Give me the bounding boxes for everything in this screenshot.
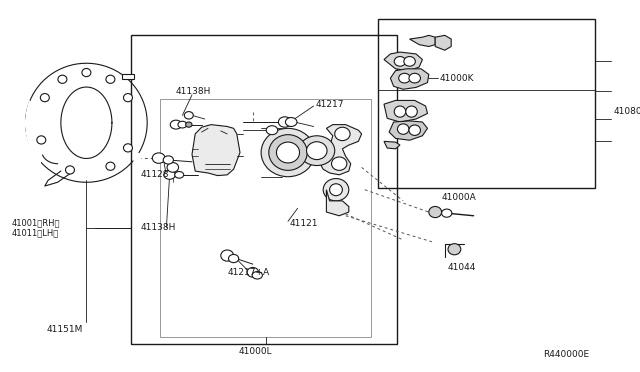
Polygon shape bbox=[435, 35, 451, 50]
Ellipse shape bbox=[163, 156, 173, 164]
Text: 41000K: 41000K bbox=[440, 74, 474, 83]
Ellipse shape bbox=[442, 209, 452, 217]
Ellipse shape bbox=[394, 57, 406, 66]
Ellipse shape bbox=[58, 75, 67, 83]
Ellipse shape bbox=[399, 73, 410, 83]
Ellipse shape bbox=[276, 149, 284, 156]
Ellipse shape bbox=[106, 75, 115, 83]
Ellipse shape bbox=[124, 144, 132, 152]
Ellipse shape bbox=[247, 267, 259, 277]
Text: 41044: 41044 bbox=[448, 263, 476, 272]
Ellipse shape bbox=[175, 171, 184, 178]
Text: 41080K: 41080K bbox=[613, 107, 640, 116]
Ellipse shape bbox=[406, 106, 417, 117]
Ellipse shape bbox=[269, 135, 307, 170]
Ellipse shape bbox=[397, 124, 409, 134]
Polygon shape bbox=[390, 69, 429, 89]
Ellipse shape bbox=[261, 128, 315, 177]
Ellipse shape bbox=[299, 136, 335, 166]
Ellipse shape bbox=[330, 184, 342, 196]
Ellipse shape bbox=[285, 118, 297, 126]
Ellipse shape bbox=[252, 272, 262, 279]
Ellipse shape bbox=[307, 142, 327, 160]
Polygon shape bbox=[320, 125, 362, 175]
Ellipse shape bbox=[82, 68, 91, 77]
Ellipse shape bbox=[152, 153, 165, 163]
Ellipse shape bbox=[164, 170, 175, 179]
Ellipse shape bbox=[40, 93, 49, 102]
Text: 41121: 41121 bbox=[289, 219, 318, 228]
Ellipse shape bbox=[266, 126, 278, 135]
Polygon shape bbox=[326, 190, 349, 216]
Bar bbox=[160, 99, 371, 337]
Ellipse shape bbox=[124, 93, 132, 102]
Ellipse shape bbox=[429, 206, 442, 218]
Ellipse shape bbox=[221, 250, 234, 261]
Ellipse shape bbox=[65, 166, 74, 174]
Bar bbox=[122, 74, 134, 79]
Text: 41138H: 41138H bbox=[176, 87, 211, 96]
Ellipse shape bbox=[409, 73, 420, 83]
Ellipse shape bbox=[106, 162, 115, 170]
Polygon shape bbox=[384, 100, 428, 122]
Polygon shape bbox=[192, 125, 240, 176]
Bar bbox=[131, 35, 397, 344]
Ellipse shape bbox=[228, 254, 239, 263]
Ellipse shape bbox=[37, 136, 46, 144]
Text: 41138H: 41138H bbox=[141, 223, 176, 232]
Ellipse shape bbox=[335, 127, 350, 141]
Text: 41151M: 41151M bbox=[46, 325, 83, 334]
Ellipse shape bbox=[274, 146, 287, 159]
Ellipse shape bbox=[186, 122, 192, 127]
Bar bbox=[378, 19, 595, 188]
Polygon shape bbox=[384, 52, 422, 71]
Ellipse shape bbox=[178, 121, 187, 128]
Polygon shape bbox=[389, 121, 428, 140]
Ellipse shape bbox=[404, 57, 415, 66]
Polygon shape bbox=[410, 35, 435, 46]
Text: 41000L: 41000L bbox=[239, 347, 273, 356]
Text: 41000A: 41000A bbox=[442, 193, 476, 202]
Polygon shape bbox=[384, 141, 400, 149]
Ellipse shape bbox=[170, 120, 182, 129]
Ellipse shape bbox=[184, 112, 193, 119]
Text: R440000E: R440000E bbox=[543, 350, 589, 359]
Ellipse shape bbox=[276, 142, 300, 163]
Text: 41217+A: 41217+A bbox=[227, 268, 269, 277]
Ellipse shape bbox=[278, 117, 291, 127]
Ellipse shape bbox=[448, 244, 461, 255]
Ellipse shape bbox=[332, 157, 347, 170]
Ellipse shape bbox=[409, 125, 420, 135]
Text: 41217: 41217 bbox=[316, 100, 344, 109]
Ellipse shape bbox=[167, 163, 179, 172]
Text: 41001〈RH〉: 41001〈RH〉 bbox=[12, 219, 60, 228]
Text: 41011〈LH〉: 41011〈LH〉 bbox=[12, 228, 59, 237]
Ellipse shape bbox=[323, 179, 349, 201]
Ellipse shape bbox=[394, 106, 406, 117]
Text: 41128: 41128 bbox=[141, 170, 170, 179]
